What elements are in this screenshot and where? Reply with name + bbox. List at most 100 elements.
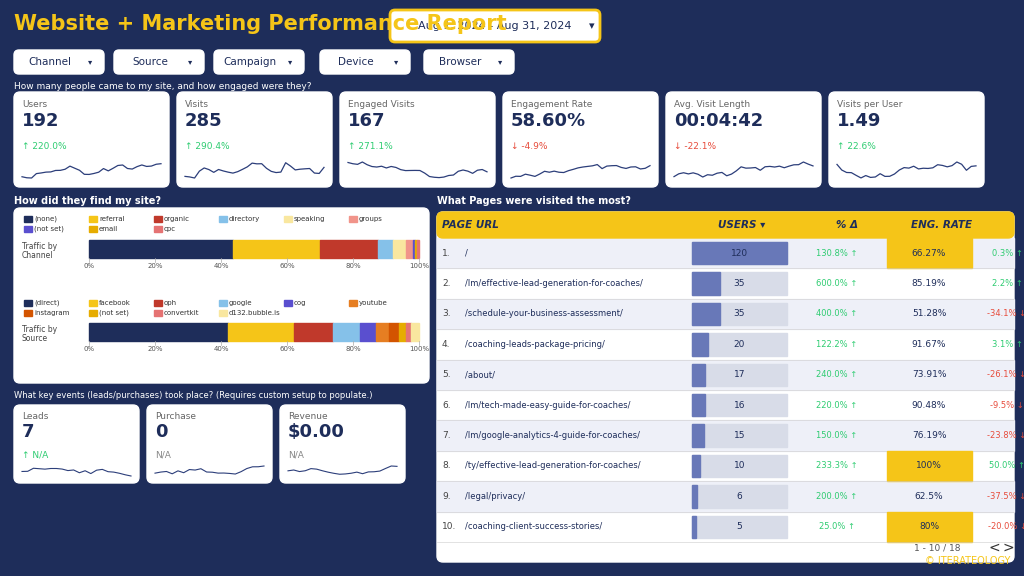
Text: What Pages were visited the most?: What Pages were visited the most? bbox=[437, 196, 631, 206]
Bar bbox=[692, 394, 705, 416]
Bar bbox=[406, 240, 413, 258]
Bar bbox=[692, 425, 787, 447]
Text: cpc: cpc bbox=[164, 226, 176, 232]
Text: instagram: instagram bbox=[34, 310, 70, 316]
Text: Channel: Channel bbox=[29, 57, 72, 67]
Text: -37.5% ↓: -37.5% ↓ bbox=[987, 492, 1024, 501]
Text: 73.91%: 73.91% bbox=[911, 370, 946, 380]
Text: 80%: 80% bbox=[919, 522, 939, 531]
Bar bbox=[24, 310, 32, 316]
Text: (not set): (not set) bbox=[34, 226, 63, 232]
Text: © ITERATEOLOGY: © ITERATEOLOGY bbox=[925, 556, 1010, 566]
Text: 5: 5 bbox=[736, 522, 742, 531]
Text: /lm/google-analytics-4-guide-for-coaches/: /lm/google-analytics-4-guide-for-coaches… bbox=[465, 431, 640, 440]
Text: How many people came to my site, and how engaged were they?: How many people came to my site, and how… bbox=[14, 82, 311, 91]
Text: 0%: 0% bbox=[83, 346, 94, 352]
Text: 285: 285 bbox=[185, 112, 222, 130]
Text: 35: 35 bbox=[734, 309, 745, 319]
Bar bbox=[89, 226, 97, 232]
Text: 8.: 8. bbox=[442, 461, 451, 471]
Bar bbox=[887, 451, 972, 481]
Text: -34.1% ↓: -34.1% ↓ bbox=[987, 309, 1024, 319]
Bar bbox=[411, 323, 419, 341]
Bar bbox=[333, 323, 359, 341]
Text: Website + Marketing Performance Report: Website + Marketing Performance Report bbox=[14, 14, 507, 34]
Text: 100%: 100% bbox=[916, 461, 942, 471]
Bar bbox=[389, 323, 399, 341]
Text: 100%: 100% bbox=[409, 263, 429, 269]
Text: 40%: 40% bbox=[213, 263, 228, 269]
Text: % Δ: % Δ bbox=[1016, 220, 1024, 230]
Text: 5.: 5. bbox=[442, 370, 451, 380]
FancyBboxPatch shape bbox=[280, 405, 406, 483]
Text: 7.: 7. bbox=[442, 431, 451, 440]
Bar bbox=[378, 240, 392, 258]
Bar bbox=[887, 238, 972, 268]
Text: 120: 120 bbox=[731, 249, 749, 257]
Bar bbox=[24, 226, 32, 232]
FancyBboxPatch shape bbox=[319, 50, 410, 74]
Text: ▾: ▾ bbox=[88, 58, 92, 66]
Text: 60%: 60% bbox=[280, 263, 295, 269]
Text: N/A: N/A bbox=[288, 451, 304, 460]
Text: N/A: N/A bbox=[155, 451, 171, 460]
Text: /schedule-your-business-assessment/: /schedule-your-business-assessment/ bbox=[465, 309, 623, 319]
Bar bbox=[232, 240, 319, 258]
Text: 1.49: 1.49 bbox=[837, 112, 882, 130]
Bar bbox=[89, 216, 97, 222]
Text: 200.0% ↑: 200.0% ↑ bbox=[816, 492, 858, 501]
Text: 130.8% ↑: 130.8% ↑ bbox=[816, 249, 858, 257]
Text: 1 - 10 / 18: 1 - 10 / 18 bbox=[914, 544, 961, 552]
Text: d132.bubble.is: d132.bubble.is bbox=[229, 310, 281, 316]
Text: 100%: 100% bbox=[409, 346, 429, 352]
Text: 150.0% ↑: 150.0% ↑ bbox=[816, 431, 858, 440]
Bar bbox=[154, 300, 162, 306]
FancyBboxPatch shape bbox=[340, 92, 495, 187]
Text: convertkit: convertkit bbox=[164, 310, 200, 316]
Text: /lm/effective-lead-generation-for-coaches/: /lm/effective-lead-generation-for-coache… bbox=[465, 279, 643, 288]
Text: PAGE URL: PAGE URL bbox=[442, 220, 499, 230]
Bar bbox=[406, 323, 411, 341]
Text: email: email bbox=[99, 226, 118, 232]
Text: Source: Source bbox=[22, 334, 48, 343]
Text: /coaching-client-success-stories/: /coaching-client-success-stories/ bbox=[465, 522, 602, 531]
Text: What key events (leads/purchases) took place? (Requires custom setup to populate: What key events (leads/purchases) took p… bbox=[14, 391, 373, 400]
Bar bbox=[154, 216, 162, 222]
Bar bbox=[692, 242, 787, 264]
Text: 6.: 6. bbox=[442, 401, 451, 410]
Text: 1.: 1. bbox=[442, 249, 451, 257]
Text: 10: 10 bbox=[734, 461, 745, 471]
Text: /about/: /about/ bbox=[465, 370, 495, 380]
FancyBboxPatch shape bbox=[14, 92, 169, 187]
Text: ↓ -22.1%: ↓ -22.1% bbox=[674, 142, 716, 151]
Text: 16: 16 bbox=[734, 401, 745, 410]
Text: 20%: 20% bbox=[147, 346, 163, 352]
Text: 25.0% ↑: 25.0% ↑ bbox=[819, 522, 855, 531]
Text: 233.3% ↑: 233.3% ↑ bbox=[816, 461, 858, 471]
Text: 66.27%: 66.27% bbox=[911, 249, 946, 257]
FancyBboxPatch shape bbox=[437, 212, 1014, 562]
FancyBboxPatch shape bbox=[666, 92, 821, 187]
Text: (direct): (direct) bbox=[34, 300, 59, 306]
Bar bbox=[319, 240, 378, 258]
Text: 35: 35 bbox=[734, 279, 745, 288]
Text: oph: oph bbox=[164, 300, 177, 306]
Text: USERS ▾: USERS ▾ bbox=[718, 220, 766, 230]
Bar bbox=[413, 240, 416, 258]
Bar bbox=[437, 359, 1014, 390]
Bar bbox=[24, 300, 32, 306]
FancyBboxPatch shape bbox=[14, 208, 429, 383]
Text: Leads: Leads bbox=[22, 412, 48, 421]
Text: 60%: 60% bbox=[280, 346, 295, 352]
FancyBboxPatch shape bbox=[14, 405, 139, 483]
Bar bbox=[227, 323, 294, 341]
Bar bbox=[89, 323, 227, 341]
Text: Revenue: Revenue bbox=[288, 412, 328, 421]
Text: cog: cog bbox=[294, 300, 306, 306]
Text: Traffic by: Traffic by bbox=[22, 325, 57, 334]
Text: >: > bbox=[1002, 541, 1014, 555]
Bar bbox=[437, 420, 1014, 451]
Text: Device: Device bbox=[338, 57, 374, 67]
Bar bbox=[692, 455, 700, 477]
Text: 15: 15 bbox=[734, 431, 745, 440]
